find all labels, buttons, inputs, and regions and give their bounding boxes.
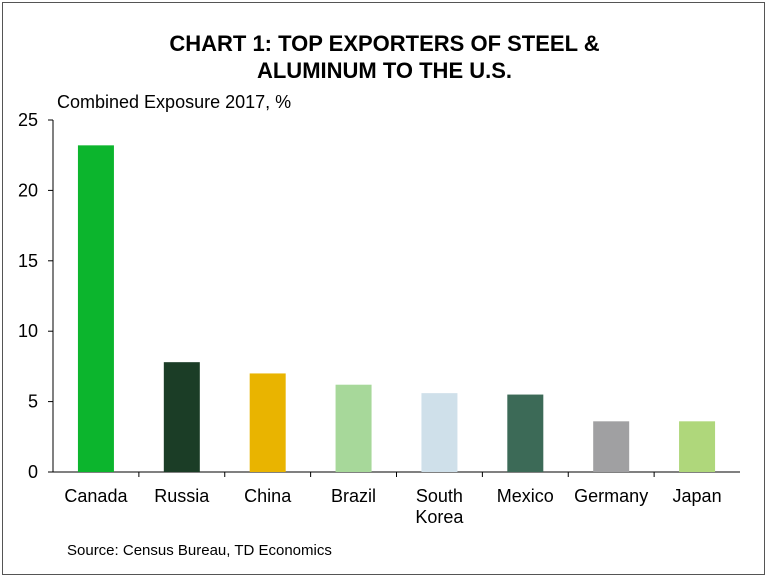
y-tick-label: 15 <box>18 251 38 271</box>
bar <box>335 384 372 472</box>
category-label-line: Brazil <box>331 486 376 506</box>
y-axis-label: Combined Exposure 2017, % <box>57 92 292 112</box>
source-note: Source: Census Bureau, TD Economics <box>67 542 332 559</box>
bar <box>163 362 200 472</box>
category-label-line: Mexico <box>497 486 554 506</box>
bar <box>249 373 286 472</box>
y-tick-label: 20 <box>18 180 38 200</box>
category-label-line: Korea <box>415 507 464 527</box>
bar <box>679 421 716 472</box>
category-label: Brazil <box>331 486 376 506</box>
bar <box>593 421 630 472</box>
category-label: Mexico <box>497 486 554 506</box>
chart-title: CHART 1: TOP EXPORTERS OF STEEL & ALUMIN… <box>0 30 769 84</box>
chart-title-line-2: ALUMINUM TO THE U.S. <box>256 58 513 83</box>
category-label: Russia <box>154 486 210 506</box>
category-label-line: China <box>244 486 292 506</box>
y-tick-label: 25 <box>18 110 38 130</box>
category-label-line: Russia <box>154 486 210 506</box>
category-label-line: Germany <box>574 486 648 506</box>
category-label-line: Canada <box>64 486 128 506</box>
category-label: Germany <box>574 486 648 506</box>
bar <box>421 393 458 472</box>
category-label: Canada <box>64 486 128 506</box>
category-label: China <box>244 486 292 506</box>
y-tick-label: 0 <box>28 462 38 482</box>
category-label: Japan <box>673 486 722 506</box>
y-tick-label: 5 <box>28 392 38 412</box>
category-label-line: South <box>416 486 463 506</box>
category-label-line: Japan <box>673 486 722 506</box>
bar <box>77 145 114 472</box>
y-tick-label: 10 <box>18 321 38 341</box>
category-label: South Korea <box>415 486 464 527</box>
bar <box>507 394 544 472</box>
chart-title-line-1: CHART 1: TOP EXPORTERS OF STEEL & <box>169 31 600 56</box>
